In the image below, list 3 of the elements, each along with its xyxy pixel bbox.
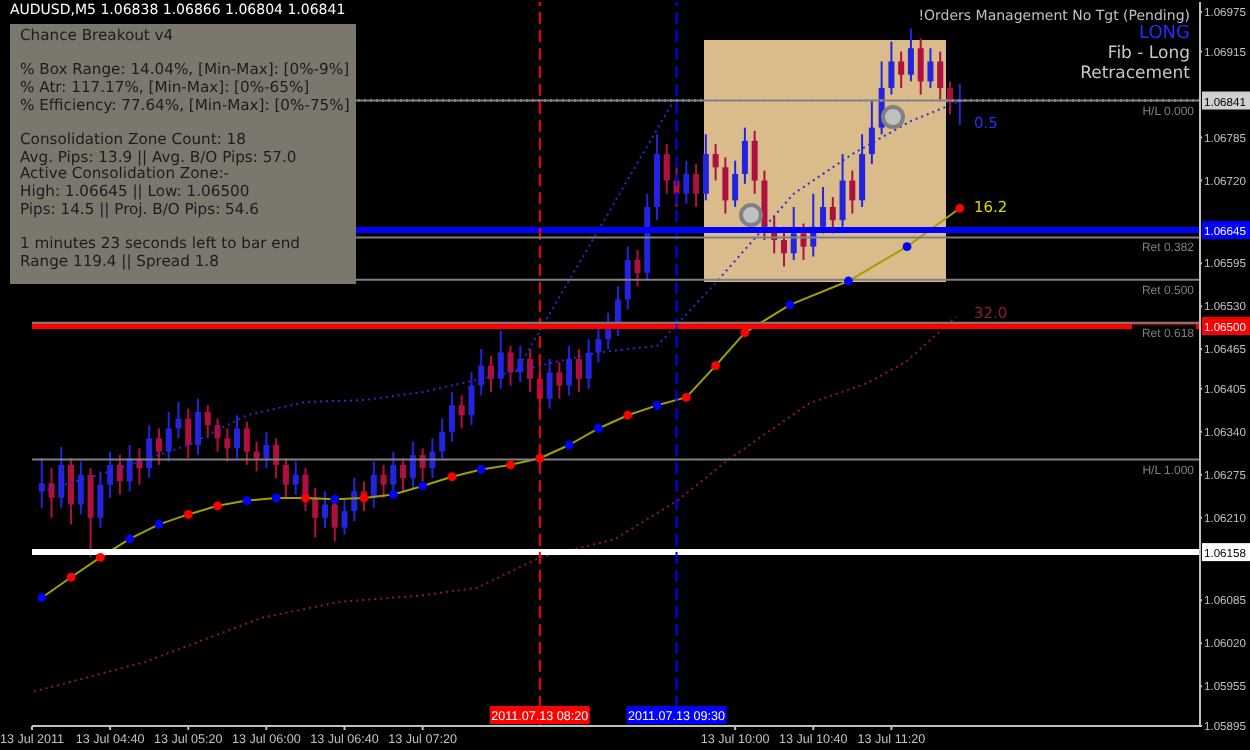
- annotation: Fib - Long: [1105, 44, 1190, 64]
- annotation: Retracement: [1080, 64, 1190, 84]
- annotation: LONG: [1137, 24, 1190, 44]
